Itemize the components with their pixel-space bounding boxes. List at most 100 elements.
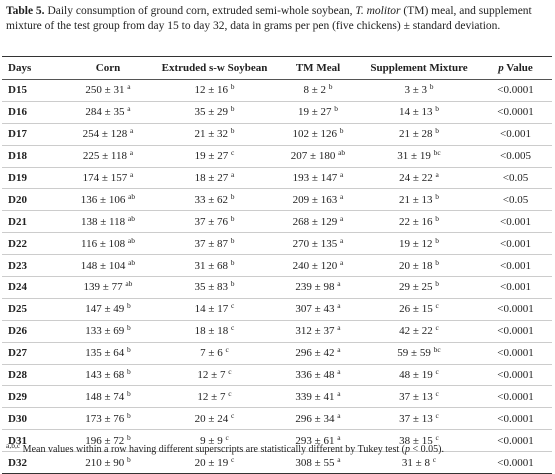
cell-superscript: c	[435, 432, 439, 442]
p-value-cell: <0.0001	[479, 79, 552, 102]
cell-superscript: c	[230, 410, 235, 420]
cell-value: 7 ± 6	[200, 347, 223, 360]
cell-superscript: ab	[127, 235, 135, 245]
value-cell: 196 ± 72 b	[64, 429, 152, 453]
day-cell: D15	[2, 79, 64, 102]
value-cell: 21 ± 13 b	[359, 188, 479, 212]
cell-value: 19 ± 27	[194, 150, 229, 163]
value-cell: 3 ± 3 b	[359, 79, 479, 102]
value-cell: 138 ± 118 ab	[64, 210, 152, 234]
cell-superscript: a	[339, 170, 344, 179]
cell-value: 31 ± 68	[194, 259, 229, 272]
cell-superscript: b	[230, 126, 235, 136]
cell-value: 14 ± 17	[194, 303, 229, 316]
p-value-cell: <0.0001	[479, 385, 552, 409]
value-cell: 135 ± 64 b	[64, 342, 152, 365]
header-cell: Corn	[64, 56, 152, 80]
cell-superscript: b	[127, 410, 131, 420]
cell-superscript: a	[435, 170, 439, 179]
cell-value: 8 ± 2	[303, 84, 327, 97]
cell-superscript: c	[225, 432, 229, 442]
value-cell: 193 ± 147 a	[277, 167, 359, 190]
cell-superscript: a	[337, 367, 341, 377]
caption-label: Table 5.	[6, 5, 45, 17]
value-cell: 37 ± 76 b	[152, 210, 277, 234]
cell-superscript: bc	[433, 148, 441, 158]
header-italic: p	[498, 62, 504, 74]
cell-superscript: b	[230, 213, 235, 223]
cell-superscript: c	[225, 345, 229, 355]
day-cell: D18	[2, 145, 64, 168]
p-value-cell: <0.0001	[479, 407, 552, 431]
p-value-cell: <0.001	[479, 232, 552, 256]
value-cell: 19 ± 27 c	[152, 145, 277, 168]
day-cell: D31	[2, 429, 64, 453]
header-text: Value	[503, 62, 533, 74]
value-cell: 207 ± 180 ab	[277, 145, 359, 168]
cell-value: 35 ± 83	[194, 281, 229, 294]
cell-value: 12 ± 7	[197, 390, 226, 403]
cell-value: 339 ± 41	[295, 390, 335, 403]
cell-value: 102 ± 126	[292, 128, 338, 141]
value-cell: 24 ± 22 a	[359, 167, 479, 190]
p-value-cell: <0.001	[479, 254, 552, 278]
value-cell: 29 ± 25 b	[359, 276, 479, 299]
header-cell: TM Meal	[277, 56, 359, 80]
day-cell: D21	[2, 210, 64, 234]
day-cell: D28	[2, 364, 64, 387]
value-cell: 102 ± 126 b	[277, 123, 359, 146]
cell-superscript: c	[432, 454, 437, 464]
day-cell: D23	[2, 254, 64, 278]
cell-superscript: b	[334, 104, 339, 114]
page: {"caption":{"label":"Table 5.","text1":"…	[2, 5, 552, 474]
cell-value: 20 ± 24	[194, 412, 229, 425]
value-cell: 296 ± 34 a	[277, 407, 359, 431]
table-row: D25 147 ± 49 b 14 ± 17 c 307 ± 43 a 26 ± 15 …	[2, 298, 552, 321]
cell-superscript: b	[230, 235, 235, 245]
value-cell: 22 ± 16 b	[359, 210, 479, 234]
value-cell: 21 ± 32 b	[152, 123, 277, 146]
cell-superscript: a	[339, 213, 344, 223]
cell-value: 284 ± 35	[85, 106, 125, 119]
cell-value: 148 ± 74	[85, 390, 125, 403]
value-cell: 20 ± 18 b	[359, 254, 479, 278]
cell-superscript: b	[127, 301, 131, 311]
value-cell: 37 ± 13 c	[359, 385, 479, 409]
cell-superscript: a	[337, 301, 341, 311]
cell-superscript: a	[339, 235, 344, 245]
cell-value: 21 ± 13	[398, 193, 433, 206]
value-cell: 116 ± 108 ab	[64, 232, 152, 256]
value-cell: 174 ± 157 a	[64, 167, 152, 190]
value-cell: 37 ± 87 b	[152, 232, 277, 256]
p-value-cell: <0.005	[479, 145, 552, 168]
cell-superscript: ab	[338, 148, 346, 158]
cell-superscript: b	[435, 126, 440, 136]
value-cell: 143 ± 68 b	[64, 364, 152, 387]
cell-superscript: b	[127, 345, 131, 355]
value-cell: 20 ± 24 c	[152, 407, 277, 431]
cell-value: 35 ± 29	[194, 106, 229, 119]
p-value-cell: <0.0001	[479, 451, 552, 474]
cell-value: 293 ± 61	[295, 434, 335, 447]
cell-superscript: a	[127, 82, 131, 92]
cell-superscript: b	[230, 279, 235, 289]
value-cell: 209 ± 163 a	[277, 188, 359, 212]
value-cell: 37 ± 13 c	[359, 407, 479, 431]
table-row: D24 139 ± 77 ab 35 ± 83 b 239 ± 98 a 29 ± 25…	[2, 276, 552, 299]
day-cell: D20	[2, 188, 64, 212]
cell-superscript: b	[435, 191, 440, 201]
value-cell: 307 ± 43 a	[277, 298, 359, 321]
cell-superscript: b	[127, 367, 131, 377]
cell-superscript: c	[230, 301, 235, 311]
p-value-cell: <0.0001	[479, 364, 552, 387]
cell-value: 139 ± 77	[83, 281, 123, 294]
value-cell: 21 ± 28 b	[359, 123, 479, 146]
cell-superscript: b	[435, 279, 440, 289]
cell-value: 174 ± 157	[82, 172, 128, 184]
caption-text: Daily consumption of ground corn, extrud…	[44, 5, 356, 17]
day-cell: D25	[2, 298, 64, 321]
cell-value: 312 ± 37	[295, 325, 335, 338]
cell-value: 48 ± 19	[399, 369, 433, 382]
